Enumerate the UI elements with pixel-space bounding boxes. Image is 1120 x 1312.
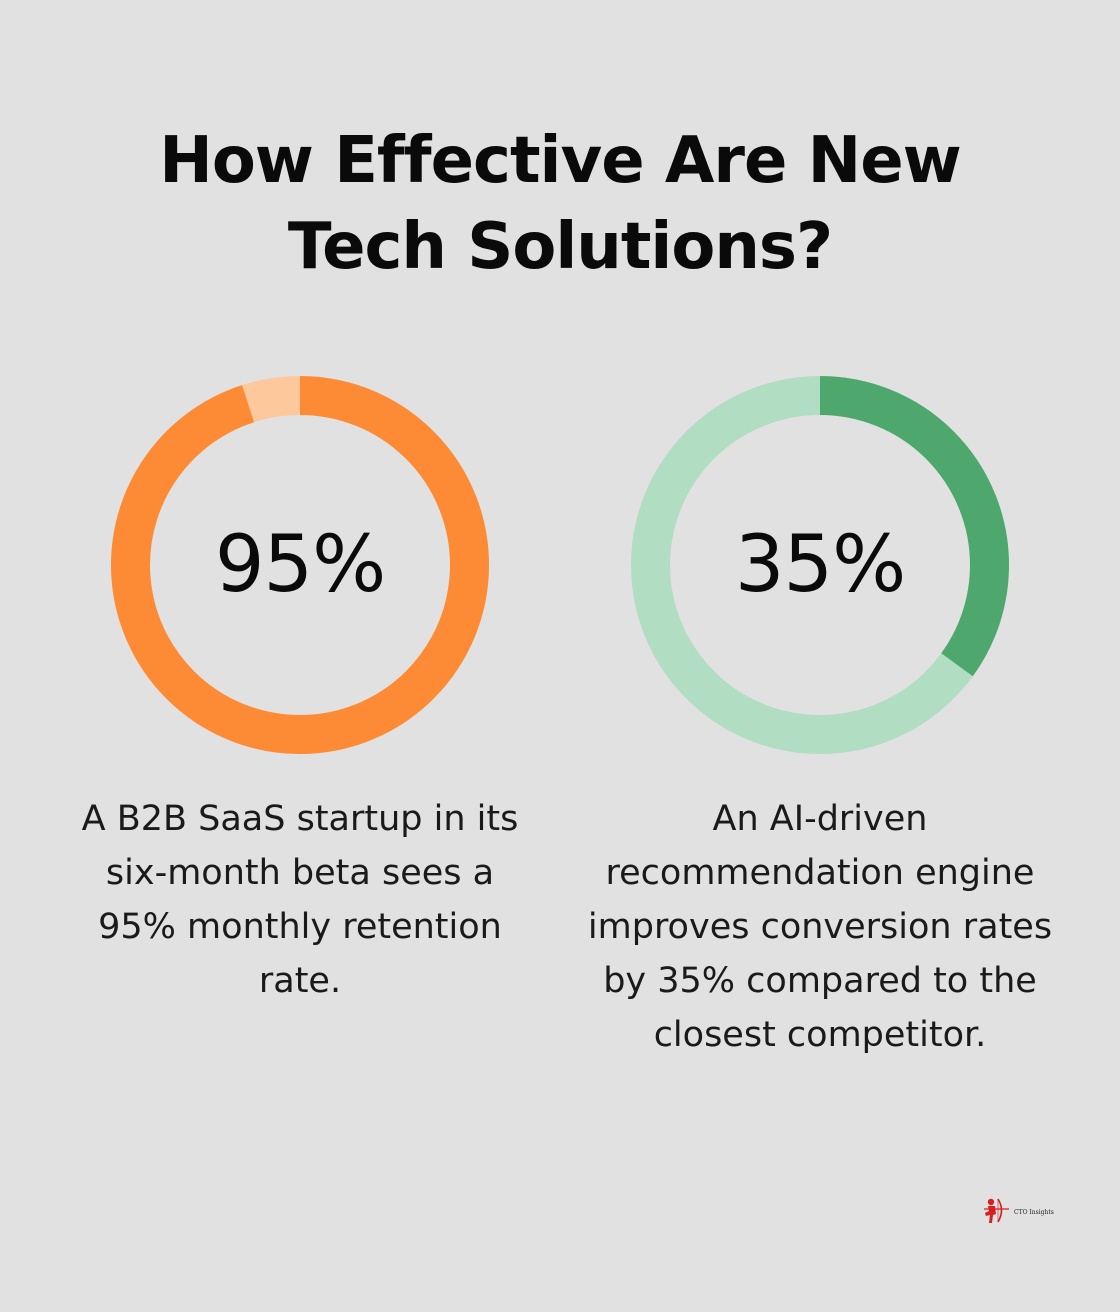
page-title: How Effective Are New Tech Solutions? xyxy=(0,118,1120,290)
caption-line: closest competitor. xyxy=(653,1015,987,1055)
brand-logo: CTO Insights xyxy=(978,1196,1054,1228)
caption-conversion: An AI-driven recommendation engine impro… xyxy=(580,792,1060,1062)
caption-retention: A B2B SaaS startup in its six-month beta… xyxy=(60,792,540,1008)
caption-line: 95% monthly retention xyxy=(98,907,502,947)
donut-svg xyxy=(631,376,1009,754)
donut-fill-arc xyxy=(631,376,1009,754)
caption-line: recommendation engine xyxy=(605,853,1035,893)
title-line-2: Tech Solutions? xyxy=(287,210,833,284)
donut-svg xyxy=(111,376,489,754)
donut-chart-conversion: 35% xyxy=(630,375,1010,755)
donut-value-label: 35% xyxy=(734,520,906,610)
caption-line: An AI-driven xyxy=(712,799,928,839)
caption-line: improves conversion rates xyxy=(587,907,1053,947)
donut-value-label: 95% xyxy=(214,520,386,610)
donut-chart-retention: 95% xyxy=(110,375,490,755)
caption-line: A B2B SaaS startup in its xyxy=(81,799,519,839)
caption-line: by 35% compared to the xyxy=(603,961,1037,1001)
donut-fill-arc xyxy=(111,376,489,754)
logo-text: CTO Insights xyxy=(1014,1208,1054,1216)
archer-icon xyxy=(984,1198,1009,1223)
caption-line: six-month beta sees a xyxy=(105,853,495,893)
caption-line: rate. xyxy=(258,961,342,1001)
title-line-1: How Effective Are New xyxy=(159,124,962,198)
